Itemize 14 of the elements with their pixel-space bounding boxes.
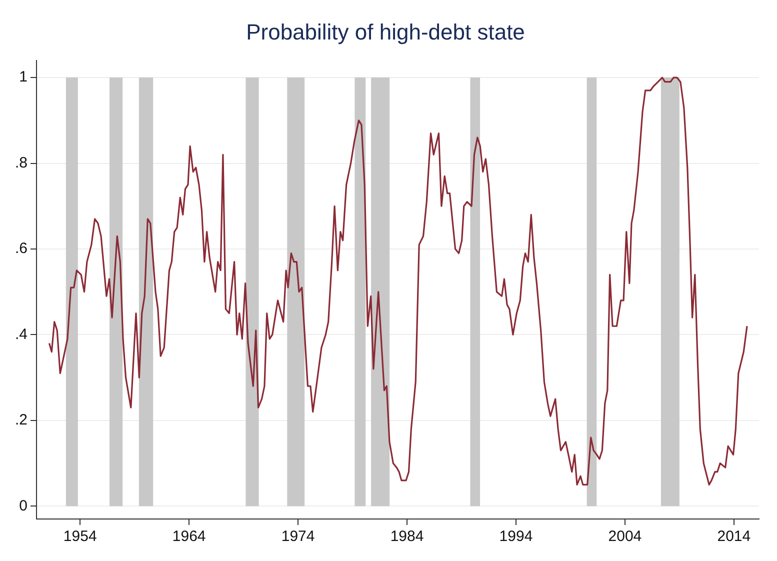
y-tick-label: .6 <box>14 240 28 258</box>
x-tick-label: 1954 <box>63 528 97 546</box>
x-tick-label: 2014 <box>717 528 751 546</box>
y-tick-label: 1 <box>19 68 28 86</box>
chart-title: Probability of high-debt state <box>246 19 525 44</box>
x-tick-label: 2004 <box>608 528 642 546</box>
y-tick-label: .4 <box>14 326 28 343</box>
x-tick-label: 1964 <box>172 528 206 546</box>
x-tick-label: 1994 <box>499 528 533 546</box>
y-tick-label: .8 <box>14 154 28 172</box>
x-tick-label: 1974 <box>281 528 315 546</box>
x-tick-label: 1984 <box>390 528 424 546</box>
y-tick-label: 0 <box>19 497 28 514</box>
y-tick-label: .2 <box>14 412 28 429</box>
